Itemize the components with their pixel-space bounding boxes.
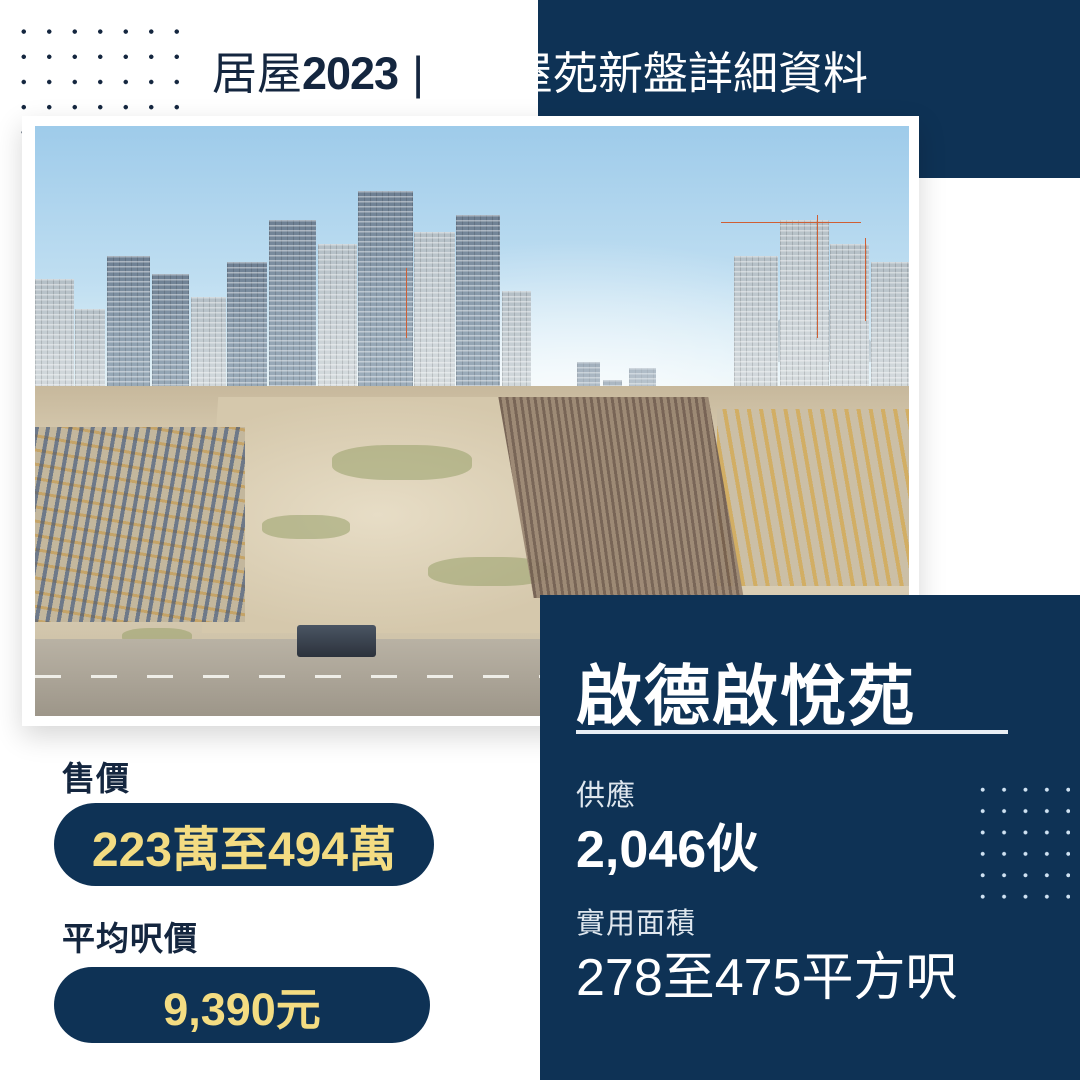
photo-crane-jib — [721, 221, 861, 224]
photo-crane-mast — [865, 238, 867, 321]
area-label: 實用面積 — [576, 908, 697, 940]
header-right-count: 6 — [438, 47, 464, 99]
price-label-sale: 售價 — [62, 760, 130, 797]
header-year: 2023 — [301, 47, 399, 99]
estate-name-underline — [576, 730, 1008, 734]
photo-equipment-yard-left — [35, 426, 245, 622]
area-value: 278至475平方呎 — [576, 949, 958, 1007]
photo-vegetation — [262, 515, 350, 539]
price-label-avg-psf: 平均呎價 — [62, 920, 198, 957]
photo-crane-mast — [406, 267, 408, 339]
photo-equipment-yard-right — [716, 409, 909, 587]
photo-vegetation — [332, 444, 472, 480]
site-aerial-photo — [35, 126, 909, 716]
header-left-text: 居屋 — [211, 47, 302, 99]
photo-card — [22, 116, 919, 726]
header-right-text: 個屋苑新盤詳細資料 — [463, 47, 869, 99]
price-value-sale: 223萬至494萬 — [54, 803, 434, 886]
photo-truck — [297, 624, 376, 657]
estate-name: 啟德啟悅苑 — [576, 659, 916, 733]
price-value-avg-psf: 9,390元 — [54, 967, 430, 1043]
supply-label: 供應 — [576, 780, 637, 812]
photo-crane-mast — [817, 214, 819, 339]
photo-sheet-piling — [498, 397, 744, 598]
estate-info-card: 啟德啟悅苑 供應 2,046伙 實用面積 278至475平方呎 — [540, 595, 1080, 1080]
header-separator: | — [412, 47, 425, 99]
page-title: 居屋 2023 | 6 個屋苑新盤詳細資料 — [0, 38, 1080, 108]
supply-value: 2,046伙 — [576, 821, 759, 879]
dot-grid-icon-info — [970, 777, 1070, 907]
